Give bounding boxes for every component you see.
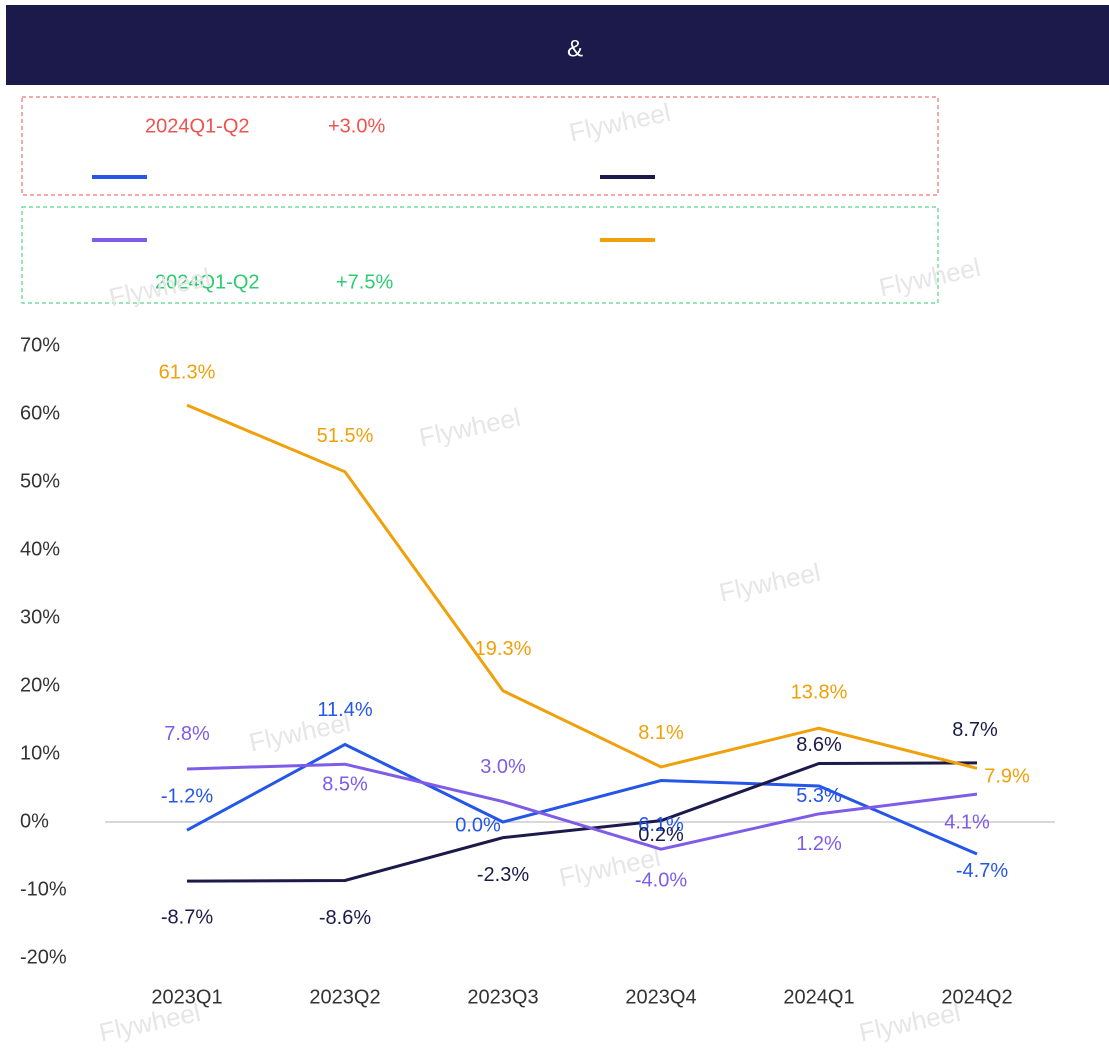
header-bar (6, 5, 1109, 85)
data-label: 3.0% (480, 756, 526, 778)
note-value: +3.0% (328, 115, 385, 137)
watermark: Flywheel (566, 97, 673, 148)
watermark: Flywheel (416, 402, 523, 453)
y-tick-label: 0% (20, 810, 49, 832)
y-tick-label: 10% (20, 742, 60, 764)
watermark: Flywheel (876, 252, 983, 303)
y-tick-label: -20% (20, 946, 67, 968)
data-label: 8.1% (638, 722, 684, 744)
data-label: 0.2% (638, 824, 684, 846)
data-label: 51.5% (317, 425, 374, 447)
x-tick-label: 2023Q4 (625, 986, 696, 1008)
data-label: -4.7% (956, 860, 1008, 882)
y-tick-label: 20% (20, 674, 60, 696)
data-label: 5.3% (796, 785, 842, 807)
data-label: 0.0% (455, 814, 501, 836)
note-label: 2024Q1-Q2 (145, 115, 250, 137)
data-label: -2.3% (477, 864, 529, 886)
y-tick-label: 50% (20, 470, 60, 492)
note-box (21, 96, 939, 196)
data-label: 1.2% (796, 833, 842, 855)
data-label: 11.4% (317, 699, 372, 721)
data-label: -1.2% (161, 785, 213, 807)
data-label: -8.6% (319, 907, 371, 929)
data-label: -8.7% (161, 906, 213, 928)
watermark: Flywheel (106, 262, 213, 313)
data-label: 7.9% (984, 766, 1030, 788)
data-label: 6.1% (638, 814, 684, 836)
note-box (21, 206, 939, 304)
data-label: 8.5% (322, 773, 368, 795)
data-label: -4.0% (635, 869, 687, 891)
note-label: 2024Q1-Q2 (155, 271, 260, 293)
y-tick-label: 40% (20, 538, 60, 560)
series-line (186, 761, 978, 883)
watermark: Flywheel (716, 557, 823, 608)
series-line (186, 403, 978, 770)
x-tick-label: 2024Q2 (941, 986, 1012, 1008)
series-line (186, 762, 978, 851)
header-title: & (567, 35, 583, 62)
series-line (186, 742, 978, 856)
data-label: 8.7% (952, 719, 998, 741)
y-tick-label: 60% (20, 402, 60, 424)
x-tick-label: 2023Q1 (151, 986, 222, 1008)
note-value: +7.5% (336, 271, 393, 293)
y-tick-label: 30% (20, 606, 60, 628)
y-tick-label: -10% (20, 878, 67, 900)
data-label: 4.1% (944, 811, 990, 833)
data-label: 7.8% (164, 723, 210, 745)
x-tick-label: 2023Q2 (309, 986, 380, 1008)
x-tick-label: 2024Q1 (783, 986, 854, 1008)
x-tick-label: 2023Q3 (467, 986, 538, 1008)
data-label: 61.3% (159, 361, 216, 383)
data-label: 19.3% (475, 638, 532, 660)
data-label: 8.6% (796, 734, 842, 756)
y-tick-label: 70% (20, 334, 60, 356)
data-label: 13.8% (791, 681, 848, 703)
